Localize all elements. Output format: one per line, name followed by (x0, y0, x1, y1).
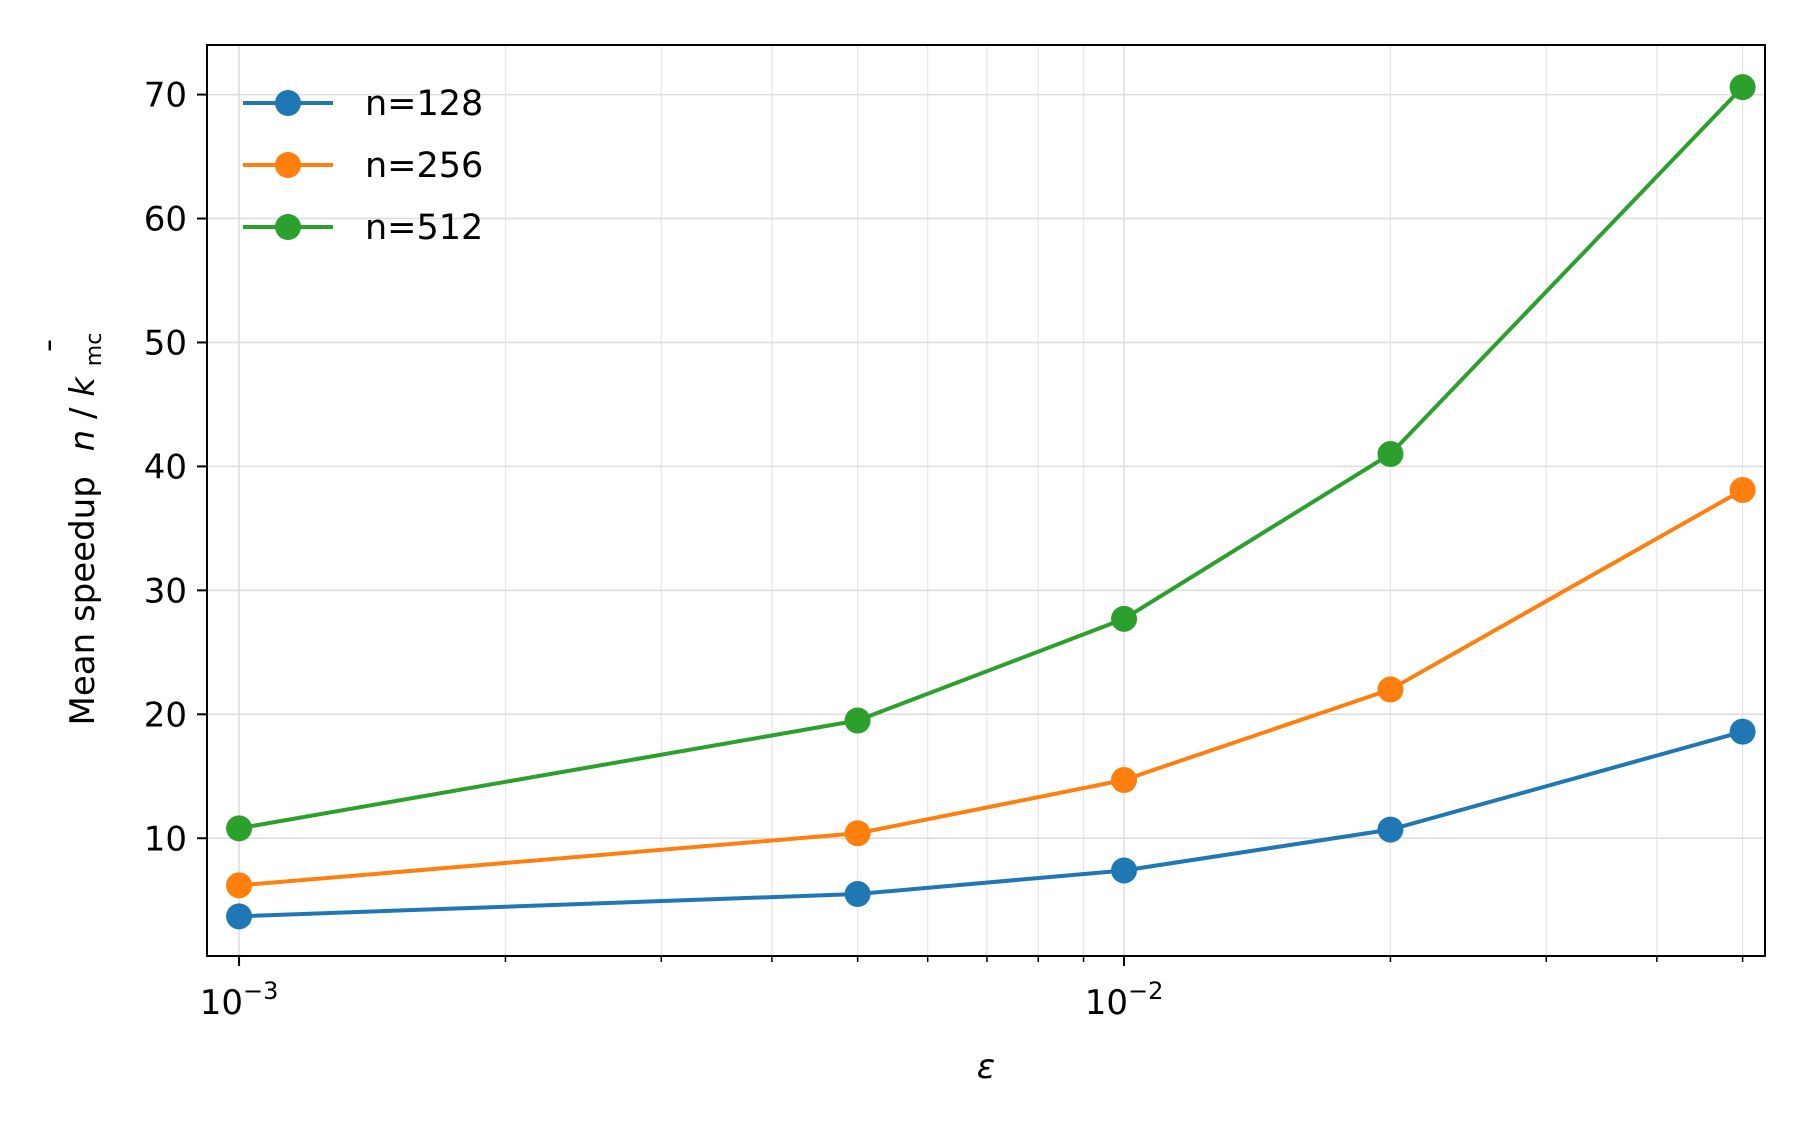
series-n=128 (226, 718, 1756, 930)
data-point (1729, 74, 1756, 101)
y-tick-label: 20 (144, 695, 187, 735)
y-tick-label: 40 (144, 447, 187, 487)
plot-frame (206, 44, 1766, 957)
series-group (226, 74, 1756, 930)
legend: n=128 n=256 n=512 (243, 84, 483, 248)
axis-ticks (197, 93, 1744, 966)
svg-text:Mean speedup n /: Mean speedup n / k mc (63, 333, 107, 726)
y-tick-label: 70 (144, 76, 187, 116)
data-point (844, 820, 871, 847)
x-tick-label-exponent: −2 (1128, 977, 1163, 1005)
data-point (226, 903, 253, 930)
legend-item: n=256 (243, 146, 483, 186)
data-point (226, 872, 253, 899)
x-tick-label-exponent: −3 (243, 977, 278, 1005)
legend-item: n=512 (243, 208, 483, 248)
y-tick-label: 10 (144, 819, 187, 859)
data-point (1377, 441, 1404, 468)
x-tick-label: 10−3 (200, 977, 279, 1023)
data-point (1111, 857, 1138, 884)
data-point (1729, 476, 1756, 503)
y-tick-label: 30 (144, 571, 187, 611)
data-point (1377, 816, 1404, 843)
data-point (226, 815, 253, 842)
y-axis-label-text: Mean speedup (63, 476, 103, 725)
data-point (1377, 676, 1404, 703)
y-axis-label-k: k (63, 376, 103, 397)
x-tick-label: 10−2 (1085, 977, 1164, 1023)
y-axis-label-subscript: mc (82, 333, 107, 367)
y-tick-labels: 10 20 30 40 50 60 70 (144, 76, 187, 860)
data-point (844, 707, 871, 734)
legend-marker (275, 152, 301, 178)
legend-item: n=128 (243, 84, 483, 124)
x-tick-labels: 10−3 10−2 (200, 977, 1164, 1023)
series-n=256 (226, 476, 1756, 899)
y-tick-label: 50 (144, 323, 187, 363)
y-axis-label: Mean speedup n / k mc ¯ (43, 333, 107, 726)
y-axis-label-slash: / (63, 407, 103, 419)
data-point (1111, 605, 1138, 632)
x-tick-label-base: 10 (200, 983, 243, 1023)
data-point (1111, 766, 1138, 793)
data-point (844, 881, 871, 908)
series-n=512 (226, 74, 1756, 842)
legend-label: n=512 (365, 208, 483, 248)
y-axis-label-bar: ¯ (43, 337, 83, 354)
legend-marker (275, 90, 301, 116)
legend-marker (275, 214, 301, 240)
y-tick-label: 60 (144, 200, 187, 240)
data-point (1729, 718, 1756, 745)
y-axis-label-n: n (63, 430, 103, 452)
legend-label: n=256 (365, 146, 483, 186)
x-tick-label-base: 10 (1085, 983, 1128, 1023)
x-axis-label: ε (977, 1047, 995, 1087)
legend-label: n=128 (365, 84, 483, 124)
